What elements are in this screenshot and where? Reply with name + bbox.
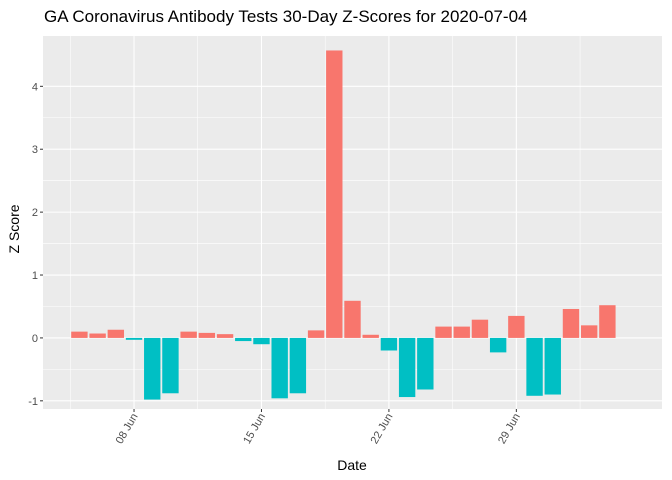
y-axis: -1 0 1 2 3 4 bbox=[28, 81, 43, 408]
y-tick-label: 0 bbox=[32, 333, 38, 345]
bar bbox=[71, 331, 88, 338]
bar bbox=[453, 326, 470, 338]
bar bbox=[380, 337, 398, 351]
bar bbox=[125, 337, 143, 340]
bar bbox=[471, 319, 489, 338]
bar bbox=[544, 337, 561, 395]
y-tick-label: -1 bbox=[28, 396, 38, 408]
bar bbox=[562, 308, 580, 338]
bar bbox=[89, 333, 106, 338]
bar bbox=[599, 305, 616, 338]
bar bbox=[289, 337, 307, 394]
y-tick-label: 4 bbox=[32, 81, 38, 93]
x-tick-label: 22 Jun bbox=[369, 412, 396, 447]
bar bbox=[508, 315, 525, 338]
bar bbox=[489, 337, 507, 353]
bar bbox=[398, 337, 416, 398]
bar bbox=[417, 337, 434, 390]
bar bbox=[326, 50, 343, 338]
x-axis: 08 Jun 15 Jun 22 Jun 29 Jun bbox=[114, 409, 523, 446]
plot-panel bbox=[43, 36, 662, 409]
bar bbox=[344, 300, 361, 338]
grid-minor bbox=[43, 36, 662, 409]
bar bbox=[235, 337, 252, 342]
x-tick-label: 08 Jun bbox=[114, 412, 141, 447]
bar bbox=[362, 334, 379, 338]
bar bbox=[526, 337, 543, 396]
bar bbox=[162, 337, 179, 394]
y-tick-label: 3 bbox=[32, 144, 38, 156]
bar bbox=[271, 337, 288, 399]
y-axis-title: Z Score bbox=[6, 204, 22, 253]
x-tick-label: 15 Jun bbox=[241, 412, 268, 447]
bar bbox=[180, 331, 197, 338]
bar bbox=[435, 326, 452, 338]
bars bbox=[71, 50, 616, 400]
y-tick-label: 2 bbox=[32, 207, 38, 219]
x-axis-title: Date bbox=[337, 457, 367, 473]
chart-title: GA Coronavirus Antibody Tests 30-Day Z-S… bbox=[44, 7, 527, 26]
y-tick-label: 1 bbox=[32, 270, 38, 282]
bar bbox=[307, 330, 325, 338]
x-tick-label: 29 Jun bbox=[496, 412, 523, 447]
bar bbox=[144, 337, 161, 400]
bar bbox=[216, 334, 234, 338]
bar bbox=[107, 329, 125, 338]
bar bbox=[580, 325, 598, 338]
bar bbox=[198, 332, 216, 338]
bar bbox=[253, 337, 270, 345]
